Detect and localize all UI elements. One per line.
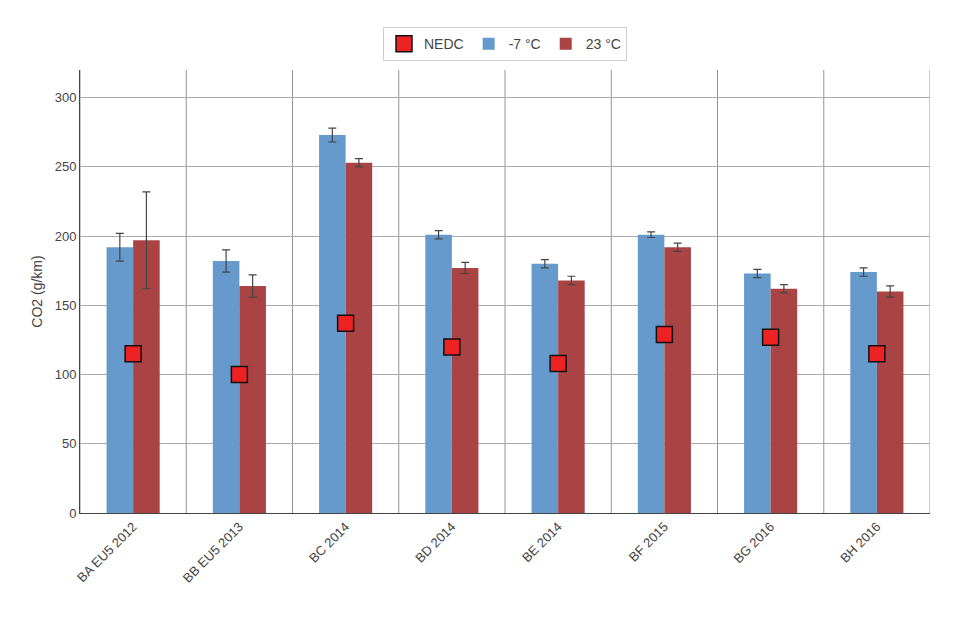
svg-text:23 °C: 23 °C <box>586 36 621 52</box>
svg-text:BD 2014: BD 2014 <box>412 519 458 565</box>
svg-text:BH 2016: BH 2016 <box>837 519 883 565</box>
svg-text:0: 0 <box>69 506 76 521</box>
svg-text:150: 150 <box>55 298 77 313</box>
svg-text:CO2 (g/km): CO2 (g/km) <box>29 255 45 327</box>
svg-text:200: 200 <box>55 229 77 244</box>
svg-text:BF 2015: BF 2015 <box>626 519 671 564</box>
svg-text:BC 2014: BC 2014 <box>306 519 352 565</box>
svg-text:-7 °C: -7 °C <box>509 36 541 52</box>
svg-text:BB EU5 2013: BB EU5 2013 <box>180 519 246 585</box>
svg-text:BA EU5 2012: BA EU5 2012 <box>74 519 140 585</box>
svg-text:250: 250 <box>55 159 77 174</box>
svg-text:50: 50 <box>62 436 76 451</box>
svg-text:BE 2014: BE 2014 <box>519 519 565 565</box>
svg-text:BG 2016: BG 2016 <box>730 519 777 566</box>
svg-text:100: 100 <box>55 367 77 382</box>
svg-text:300: 300 <box>55 90 77 105</box>
svg-text:NEDC: NEDC <box>424 36 464 52</box>
